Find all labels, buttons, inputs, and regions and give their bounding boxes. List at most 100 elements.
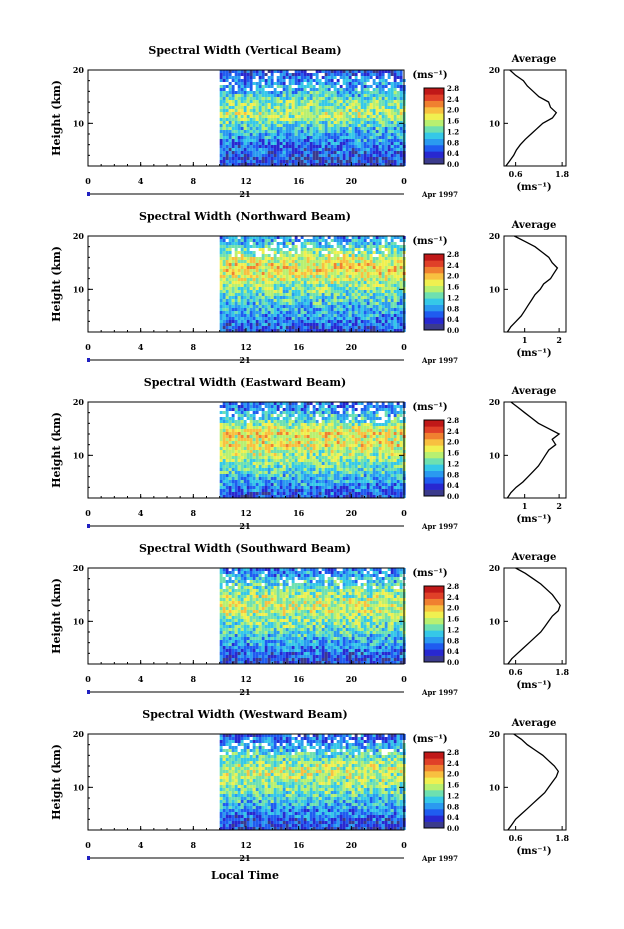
heatmap-cell <box>255 142 259 145</box>
heatmap-cell <box>237 263 241 266</box>
heatmap-cell <box>264 106 268 109</box>
heatmap-cell <box>399 91 403 94</box>
heatmap-cell <box>348 266 352 269</box>
heatmap-cell <box>384 420 388 423</box>
heatmap-cell <box>318 236 322 239</box>
heatmap-cell <box>327 302 331 305</box>
heatmap-cell <box>321 100 325 103</box>
heatmap-cell <box>315 296 319 299</box>
heatmap-cell <box>255 251 259 254</box>
heatmap-cell <box>366 157 370 160</box>
colorbar-tick-label: 0.4 <box>447 315 459 324</box>
heatmap-cell <box>348 118 352 121</box>
heatmap-cell <box>345 106 349 109</box>
heatmap-cell <box>252 133 256 136</box>
heatmap-cell <box>384 405 388 408</box>
heatmap-cell <box>363 236 367 239</box>
heatmap-cell <box>384 142 388 145</box>
heatmap-cell <box>384 160 388 163</box>
heatmap-cell <box>315 100 319 103</box>
heatmap-cell <box>285 254 289 257</box>
heatmap-cell <box>363 438 367 441</box>
heatmap-cell <box>390 151 394 154</box>
heatmap-cell <box>222 145 226 148</box>
heatmap-cell <box>249 73 253 76</box>
heatmap-cell <box>246 326 250 329</box>
heatmap-cell <box>318 287 322 290</box>
heatmap-cell <box>333 326 337 329</box>
heatmap-cell <box>333 239 337 242</box>
heatmap-cell <box>339 148 343 151</box>
heatmap-cell <box>270 266 274 269</box>
heatmap-cell <box>225 109 229 112</box>
heatmap-cell <box>219 417 223 420</box>
heatmap-cell <box>231 145 235 148</box>
heatmap-cell <box>363 320 367 323</box>
heatmap-cell <box>288 414 292 417</box>
heatmap-cell <box>261 82 265 85</box>
heatmap-cell <box>255 257 259 260</box>
heatmap-cell <box>243 317 247 320</box>
heatmap-cell <box>267 257 271 260</box>
heatmap-cell <box>393 70 397 73</box>
heatmap-cell <box>342 305 346 308</box>
heatmap-cell <box>357 124 361 127</box>
heatmap-cell <box>324 269 328 272</box>
heatmap-cell <box>219 269 223 272</box>
heatmap-cell <box>306 103 310 106</box>
heatmap-cell <box>237 266 241 269</box>
heatmap-cell <box>234 429 238 432</box>
heatmap-cell <box>240 423 244 426</box>
heatmap-cell <box>345 157 349 160</box>
heatmap-cell <box>330 426 334 429</box>
heatmap-cell <box>279 426 283 429</box>
heatmap-cell <box>318 263 322 266</box>
heatmap-cell <box>360 432 364 435</box>
heatmap-cell <box>357 73 361 76</box>
heatmap-cell <box>387 317 391 320</box>
heatmap-cell <box>312 145 316 148</box>
heatmap-cell <box>279 272 283 275</box>
heatmap-cell <box>342 100 346 103</box>
heatmap-cell <box>393 438 397 441</box>
heatmap-cell <box>237 420 241 423</box>
heatmap-cell <box>258 414 262 417</box>
heatmap-cell <box>249 308 253 311</box>
heatmap-cell <box>267 118 271 121</box>
heatmap-cell <box>306 142 310 145</box>
heatmap-cell <box>273 163 277 166</box>
heatmap-cell <box>222 308 226 311</box>
heatmap-cell <box>225 257 229 260</box>
heatmap-cell <box>279 88 283 91</box>
heatmap-cell <box>225 163 229 166</box>
colorbar-swatch <box>424 317 444 324</box>
heatmap-cell <box>312 236 316 239</box>
heatmap-cell <box>336 103 340 106</box>
heatmap-cell <box>342 290 346 293</box>
heatmap-cell <box>393 411 397 414</box>
heatmap-cell <box>351 115 355 118</box>
heatmap-cell <box>285 127 289 130</box>
heatmap-cell <box>222 248 226 251</box>
heatmap-cell <box>390 320 394 323</box>
heatmap-cell <box>312 109 316 112</box>
heatmap-cell <box>351 405 355 408</box>
heatmap-cell <box>282 70 286 73</box>
heatmap-cell <box>291 154 295 157</box>
heatmap-cell <box>231 420 235 423</box>
heatmap-cell <box>378 317 382 320</box>
heatmap-cell <box>375 293 379 296</box>
heatmap-cell <box>336 432 340 435</box>
heatmap-cell <box>384 417 388 420</box>
heatmap-cell <box>351 287 355 290</box>
heatmap-cell <box>246 145 250 148</box>
heatmap-cell <box>222 251 226 254</box>
colorbar-swatch <box>424 151 444 158</box>
heatmap-cell <box>345 266 349 269</box>
colorbar-swatch <box>424 94 444 101</box>
heatmap-cell <box>318 239 322 242</box>
heatmap-cell <box>252 260 256 263</box>
heatmap-cell <box>333 103 337 106</box>
heatmap-cell <box>309 308 313 311</box>
heatmap-cell <box>351 163 355 166</box>
